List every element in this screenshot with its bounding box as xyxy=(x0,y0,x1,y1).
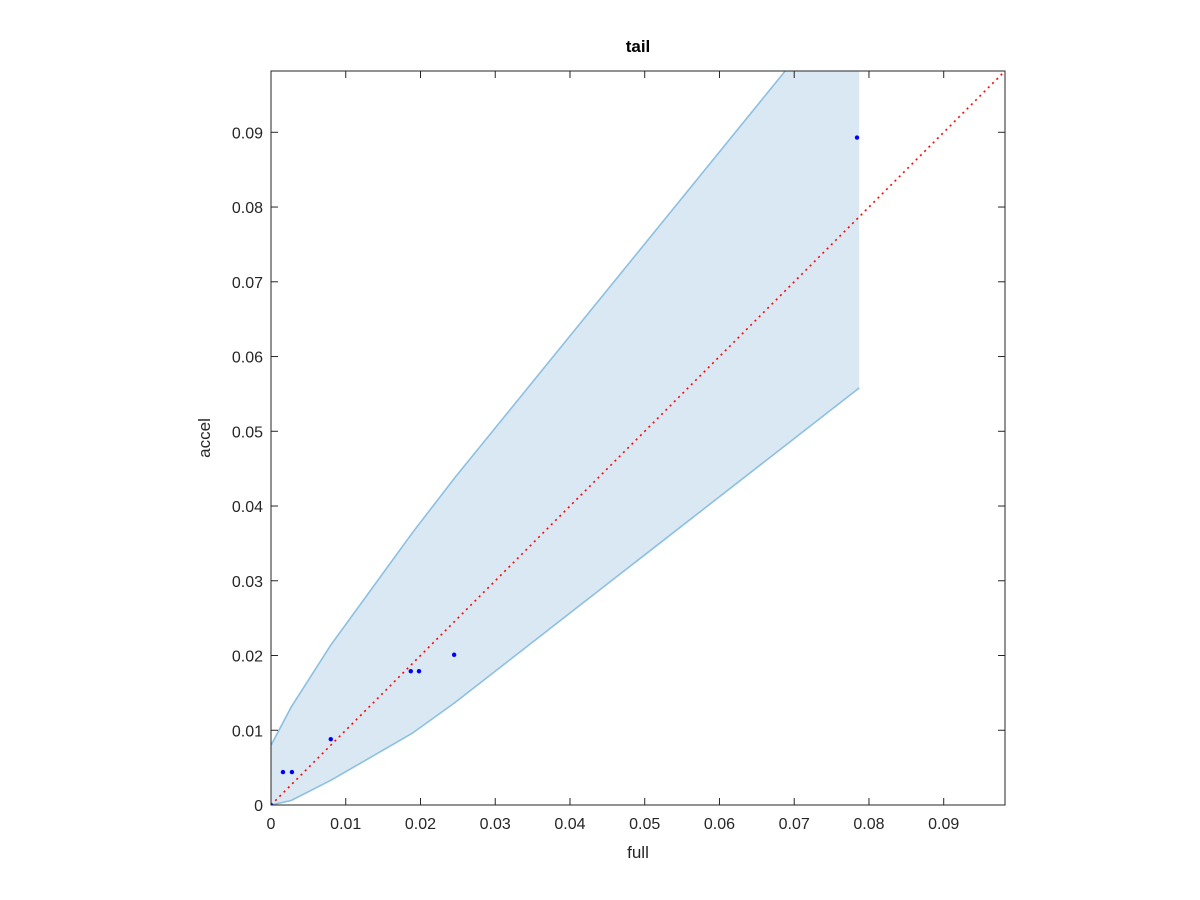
y-tick-label: 0.02 xyxy=(232,649,263,666)
chart-title: tail xyxy=(626,37,651,56)
data-point xyxy=(328,737,333,742)
y-tick-label: 0.04 xyxy=(232,499,263,516)
x-tick-label: 0.09 xyxy=(928,816,959,833)
data-point xyxy=(854,135,860,140)
data-point xyxy=(289,769,295,775)
data-point xyxy=(280,769,286,775)
data-point xyxy=(416,669,422,674)
y-tick-label: 0.03 xyxy=(232,574,263,591)
y-tick-label: 0.07 xyxy=(232,275,263,292)
y-tick-label: 0.06 xyxy=(232,350,263,367)
x-tick-label: 0.04 xyxy=(554,816,585,833)
confidence-band xyxy=(271,71,860,805)
y-tick-label: 0 xyxy=(254,798,263,815)
y-axis-label: accel xyxy=(195,418,214,458)
reference-line xyxy=(271,71,1005,805)
x-tick-label: 0.05 xyxy=(629,816,660,833)
data-point xyxy=(271,802,274,805)
data-point xyxy=(451,652,457,657)
x-tick-label: 0.08 xyxy=(853,816,884,833)
x-tick-label: 0.07 xyxy=(779,816,810,833)
axes-box xyxy=(270,70,1006,806)
band-upper-edge xyxy=(271,71,787,746)
band-lower-edge xyxy=(271,387,860,805)
x-tick-label: 0.03 xyxy=(480,816,511,833)
y-tick-label: 0.08 xyxy=(232,200,263,217)
x-tick-label: 0.02 xyxy=(405,816,436,833)
y-tick-label: 0.05 xyxy=(232,424,263,441)
y-tick-label: 0.09 xyxy=(232,125,263,142)
data-point xyxy=(408,669,413,674)
x-tick-label: 0 xyxy=(267,816,276,833)
y-tick-label: 0.01 xyxy=(232,723,263,740)
x-tick-label: 0.06 xyxy=(704,816,735,833)
x-tick-label: 0.01 xyxy=(330,816,361,833)
x-axis-label: full xyxy=(627,843,649,862)
plot-area xyxy=(271,71,1005,805)
